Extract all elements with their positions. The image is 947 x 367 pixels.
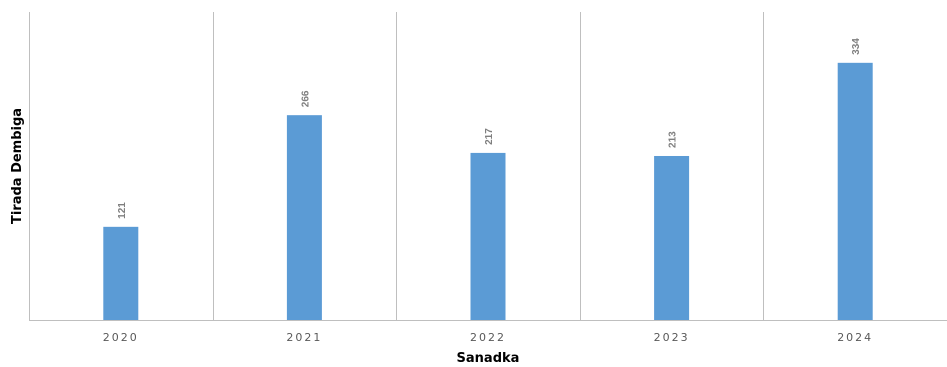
x-tick-label-2021: 2021 (286, 331, 322, 344)
x-tick-label-2024: 2024 (837, 331, 873, 344)
data-label-2020: 121 (117, 202, 128, 219)
gridlines (29, 12, 764, 320)
x-tick-label-2022: 2022 (470, 331, 506, 344)
x-tick-label-2020: 2020 (103, 331, 139, 344)
x-tick-labels: 2020 2021 2022 2023 2024 (103, 331, 873, 344)
data-label-2023: 213 (668, 131, 679, 148)
bars (103, 62, 873, 321)
data-label-2024: 334 (851, 38, 862, 55)
data-label-2022: 217 (484, 128, 495, 145)
bar-2020 (103, 226, 139, 320)
x-tick-label-2023: 2023 (654, 331, 690, 344)
y-axis-title: Tirada Dembiga (10, 108, 25, 224)
bar-2021 (286, 115, 322, 321)
bar-2022 (470, 152, 506, 320)
data-label-2021: 266 (300, 90, 311, 107)
x-axis-title: Sanadka (457, 351, 520, 366)
bar-2023 (654, 155, 690, 320)
bar-2024 (837, 62, 873, 320)
data-labels: 121 266 217 213 334 (117, 38, 862, 219)
